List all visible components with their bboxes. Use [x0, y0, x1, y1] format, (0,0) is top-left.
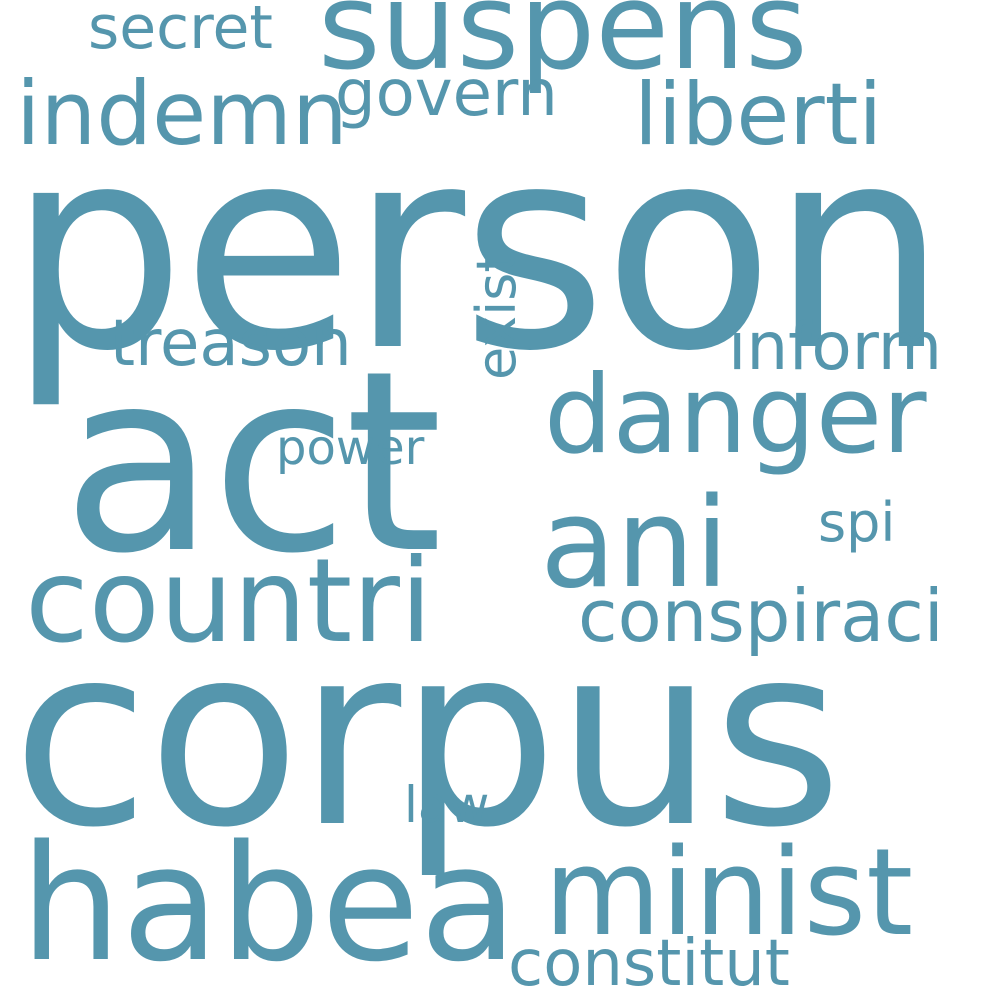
word-conspiraci: conspiraci — [578, 574, 944, 658]
word-govern: govern — [335, 57, 558, 131]
word-minist: minist — [544, 824, 914, 963]
word-act: act — [62, 317, 443, 608]
word-indemn: indemn — [16, 62, 348, 165]
word-danger: danger — [544, 353, 927, 478]
word-person: person — [8, 87, 948, 413]
word-inform: inform — [728, 308, 943, 385]
word-power: power — [276, 420, 425, 476]
word-suspens: suspens — [318, 0, 808, 97]
word-countri: countri — [25, 534, 433, 669]
word-secret: secret — [88, 0, 273, 63]
word-spi: spi — [818, 491, 896, 554]
word-constitut: constitut — [508, 927, 790, 1000]
word-exist: exist — [465, 251, 528, 380]
word-liberti: liberti — [634, 65, 883, 165]
word-treason: treason — [110, 307, 352, 381]
word-habea: habea — [20, 810, 518, 997]
word-law: law — [404, 776, 490, 834]
word-corpus: corpus — [12, 591, 843, 882]
word-ani: ani — [540, 472, 730, 616]
